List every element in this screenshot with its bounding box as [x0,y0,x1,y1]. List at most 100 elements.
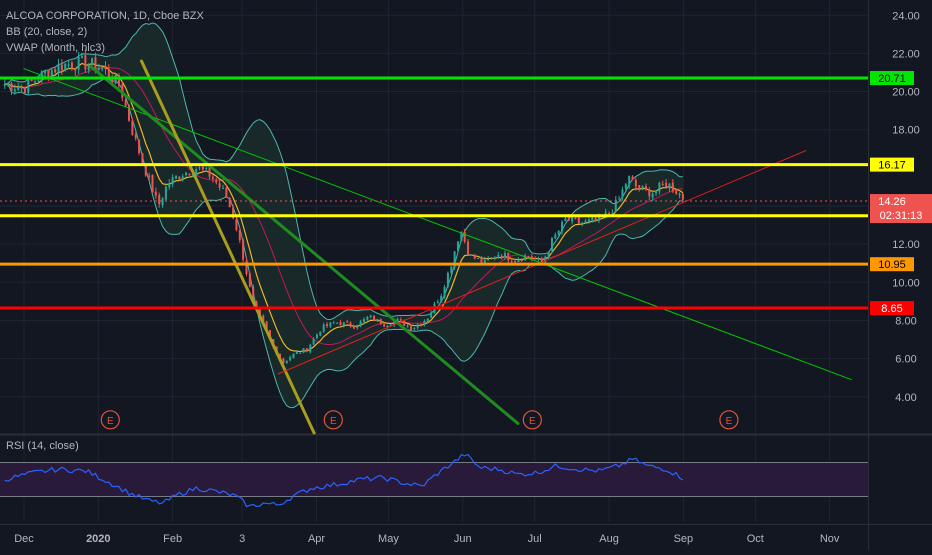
candle-body [540,258,543,264]
candle-body [215,179,218,183]
candle-body [567,217,570,221]
candle-body [258,309,261,316]
candle-body [168,183,171,188]
current-price-label: 14.26 [878,196,906,208]
candle-body [507,252,510,261]
candle-body [537,258,540,260]
candle-body [134,134,137,139]
candle-body [624,184,627,189]
candle-body [524,255,527,260]
candle-body [188,173,191,176]
level-label: 8.65 [881,303,902,315]
candle-body [111,79,114,83]
countdown-label: 02:31:13 [880,210,923,222]
candle-body [312,338,315,345]
earnings-marker[interactable] [100,410,120,430]
vwap-legend: VWAP (Month, hlc3) [6,42,106,54]
y-tick-label: 8.00 [895,315,916,327]
candle-body [473,255,476,259]
candle-body [658,182,661,192]
candle-body [245,260,248,275]
earnings-marker-label: E [529,416,536,427]
candle-body [164,186,167,200]
candle-body [681,193,684,200]
candle-body [393,321,396,325]
candle-body [661,183,664,185]
candle-body [127,105,131,121]
candle-body [651,193,654,198]
candle-body [201,166,204,170]
rsi-legend: RSI (14, close) [6,440,79,452]
candle-body [621,189,624,198]
x-tick-label: Aug [599,533,619,545]
candle-body [60,64,63,71]
candle-body [97,67,100,71]
candle-body [678,194,681,196]
candle-body [618,198,621,200]
candle-body [668,183,671,189]
candle-body [238,229,241,241]
y-tick-label: 22.00 [892,48,920,60]
candle-body [117,75,120,86]
candle-body [631,176,634,180]
candle-body [648,189,651,197]
candle-body [574,217,577,219]
candle-body [47,69,50,78]
candle-body [242,240,245,260]
candle-body [487,259,490,261]
candle-body [389,324,392,326]
candle-body [336,322,339,324]
earnings-marker[interactable] [522,410,542,430]
candle-body [644,186,647,189]
candle-body [171,177,174,185]
earnings-marker-label: E [107,416,114,427]
y-tick-label: 12.00 [892,239,920,251]
candle-body [480,257,483,263]
candle-body [101,67,104,70]
candle-body [104,65,107,70]
candle-body [520,259,523,261]
y-tick-label: 6.00 [895,354,916,366]
candle-body [359,321,362,326]
candle-body [665,182,668,188]
candle-body [628,175,631,186]
candle-body [440,295,443,303]
candle-body [44,71,47,74]
level-label-box [870,157,914,172]
candle-body [426,318,429,322]
candle-body [362,319,365,323]
earnings-marker[interactable] [719,410,739,430]
candle-body [285,360,288,364]
candle-body [154,191,157,196]
level-label-box [870,257,914,272]
bollinger-legend: BB (20, close, 2) [6,26,88,38]
candle-body [148,175,151,177]
candle-body [366,317,369,320]
candle-body [490,257,493,259]
candle-body [248,273,251,287]
candle-body [342,322,345,326]
candle-body [581,222,584,225]
candle-body [608,213,611,215]
y-tick-label: 24.00 [892,10,920,22]
candle-body [295,351,298,354]
level-label: 16.17 [878,160,906,172]
candle-body [577,217,580,224]
bollinger-upper [4,22,683,321]
candle-body [430,312,433,318]
candle-body [534,258,537,260]
x-tick-label: May [378,533,399,545]
candle-body [262,315,265,322]
candle-body [497,255,500,259]
candle-body [339,322,342,326]
candle-body [315,334,318,339]
x-tick-label: Jun [454,533,472,545]
candle-body [138,139,141,154]
candle-body [10,83,13,91]
candle-body [322,324,325,332]
level-label: 20.71 [878,73,906,85]
candle-body [205,168,208,170]
earnings-marker[interactable] [323,410,343,430]
candle-body [584,220,587,223]
